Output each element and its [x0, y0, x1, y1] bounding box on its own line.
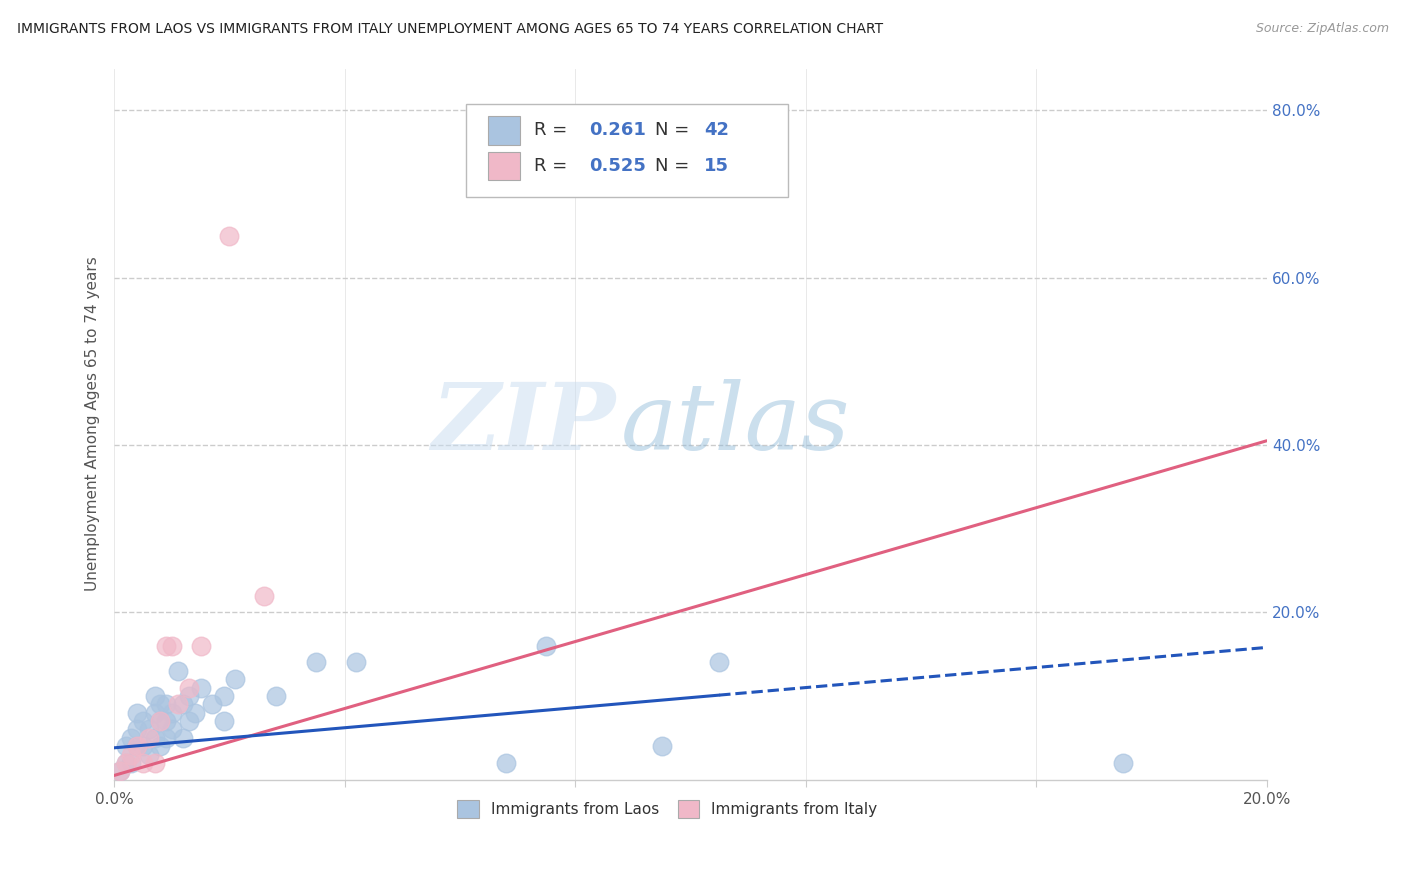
Text: Source: ZipAtlas.com: Source: ZipAtlas.com — [1256, 22, 1389, 36]
Point — [651, 739, 673, 753]
Point — [264, 689, 287, 703]
Point — [177, 681, 200, 695]
Point — [536, 639, 558, 653]
Text: atlas: atlas — [621, 379, 851, 469]
FancyBboxPatch shape — [488, 116, 520, 145]
Point — [709, 656, 731, 670]
Point — [253, 589, 276, 603]
Point — [166, 664, 188, 678]
Point — [143, 706, 166, 720]
Point — [149, 714, 172, 728]
Point — [138, 747, 160, 762]
Point — [190, 639, 212, 653]
Point — [177, 689, 200, 703]
Point — [127, 739, 149, 753]
Point — [132, 739, 155, 753]
Point — [184, 706, 207, 720]
Point — [155, 698, 177, 712]
Text: ZIP: ZIP — [432, 379, 616, 469]
FancyBboxPatch shape — [465, 104, 789, 196]
Point — [155, 639, 177, 653]
Point — [166, 698, 188, 712]
Point — [149, 698, 172, 712]
Point — [305, 656, 328, 670]
Point — [160, 706, 183, 720]
Point — [495, 756, 517, 770]
Point — [132, 756, 155, 770]
Point — [127, 723, 149, 737]
Y-axis label: Unemployment Among Ages 65 to 74 years: Unemployment Among Ages 65 to 74 years — [86, 257, 100, 591]
Point — [160, 639, 183, 653]
Legend: Immigrants from Laos, Immigrants from Italy: Immigrants from Laos, Immigrants from It… — [450, 792, 884, 825]
Text: IMMIGRANTS FROM LAOS VS IMMIGRANTS FROM ITALY UNEMPLOYMENT AMONG AGES 65 TO 74 Y: IMMIGRANTS FROM LAOS VS IMMIGRANTS FROM … — [17, 22, 883, 37]
Text: 0.261: 0.261 — [589, 121, 645, 139]
Point — [190, 681, 212, 695]
Point — [344, 656, 367, 670]
Point — [172, 731, 194, 745]
Point — [212, 714, 235, 728]
Point — [143, 731, 166, 745]
Point — [114, 756, 136, 770]
Text: N =: N = — [655, 157, 695, 175]
Point — [108, 764, 131, 779]
Point — [138, 723, 160, 737]
Point — [108, 764, 131, 779]
Point — [143, 689, 166, 703]
Point — [149, 739, 172, 753]
Point — [121, 756, 143, 770]
Text: N =: N = — [655, 121, 695, 139]
Point — [160, 723, 183, 737]
Point — [127, 739, 149, 753]
Point — [177, 714, 200, 728]
Text: 42: 42 — [704, 121, 730, 139]
Point — [127, 706, 149, 720]
Point — [114, 756, 136, 770]
Point — [121, 731, 143, 745]
FancyBboxPatch shape — [488, 152, 520, 180]
Point — [155, 731, 177, 745]
Point — [201, 698, 224, 712]
Point — [155, 714, 177, 728]
Point — [212, 689, 235, 703]
Text: R =: R = — [534, 121, 572, 139]
Point — [218, 228, 240, 243]
Point — [114, 739, 136, 753]
Point — [1111, 756, 1133, 770]
Point — [132, 714, 155, 728]
Point — [224, 672, 246, 686]
Text: 15: 15 — [704, 157, 730, 175]
Point — [172, 698, 194, 712]
Point — [149, 714, 172, 728]
Point — [121, 747, 143, 762]
Point — [138, 731, 160, 745]
Text: 0.525: 0.525 — [589, 157, 645, 175]
Text: R =: R = — [534, 157, 572, 175]
Point — [143, 756, 166, 770]
